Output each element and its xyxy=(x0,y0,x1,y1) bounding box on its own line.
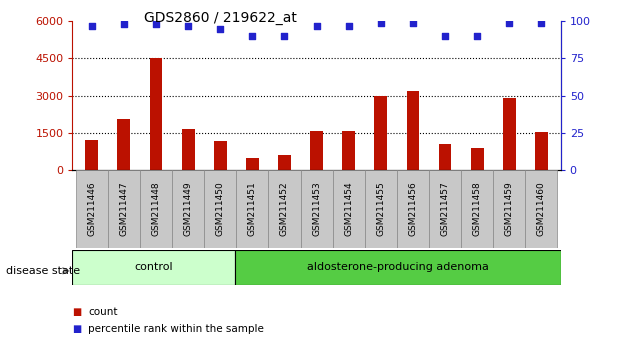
Text: count: count xyxy=(88,307,118,316)
Bar xyxy=(438,144,452,170)
Bar xyxy=(76,170,108,248)
Point xyxy=(280,33,290,39)
Text: GSM211449: GSM211449 xyxy=(183,182,193,236)
Bar xyxy=(397,170,429,248)
Text: GSM211447: GSM211447 xyxy=(119,182,129,236)
Text: percentile rank within the sample: percentile rank within the sample xyxy=(88,324,264,334)
Bar xyxy=(503,98,516,170)
Bar xyxy=(214,141,227,170)
Bar xyxy=(268,170,301,248)
Point xyxy=(504,20,514,25)
Bar xyxy=(333,170,365,248)
Text: GSM211451: GSM211451 xyxy=(248,182,257,236)
Text: ■: ■ xyxy=(72,324,82,334)
Text: GSM211457: GSM211457 xyxy=(440,182,450,236)
Bar xyxy=(365,170,397,248)
Text: GSM211460: GSM211460 xyxy=(537,182,546,236)
Bar xyxy=(301,170,333,248)
Bar xyxy=(535,131,548,170)
Bar xyxy=(342,131,355,170)
Bar xyxy=(204,170,236,248)
Bar xyxy=(471,148,484,170)
Bar xyxy=(117,119,130,170)
Bar xyxy=(461,170,493,248)
Point xyxy=(343,23,353,29)
Bar xyxy=(246,158,259,170)
Point xyxy=(119,21,129,27)
Text: GSM211459: GSM211459 xyxy=(505,182,514,236)
Bar xyxy=(493,170,525,248)
Point xyxy=(440,33,450,39)
Point xyxy=(183,23,193,29)
Point xyxy=(375,20,386,25)
Bar xyxy=(429,170,461,248)
Point xyxy=(536,20,546,25)
Text: disease state: disease state xyxy=(6,266,81,276)
Text: GSM211455: GSM211455 xyxy=(376,182,386,236)
Bar xyxy=(181,129,195,170)
Bar xyxy=(172,170,204,248)
Text: aldosterone-producing adenoma: aldosterone-producing adenoma xyxy=(307,262,489,272)
Bar xyxy=(72,250,235,285)
Point xyxy=(215,26,226,32)
Bar xyxy=(236,170,268,248)
Text: control: control xyxy=(135,262,173,272)
Bar xyxy=(235,250,561,285)
Bar xyxy=(140,170,172,248)
Text: GSM211446: GSM211446 xyxy=(87,182,96,236)
Text: GSM211450: GSM211450 xyxy=(215,182,225,236)
Bar xyxy=(406,91,420,170)
Bar xyxy=(374,96,387,170)
Text: GSM211452: GSM211452 xyxy=(280,182,289,236)
Bar xyxy=(525,170,558,248)
Point xyxy=(151,21,161,27)
Point xyxy=(87,23,97,29)
Bar xyxy=(278,155,291,170)
Text: GSM211453: GSM211453 xyxy=(312,182,321,236)
Text: GDS2860 / 219622_at: GDS2860 / 219622_at xyxy=(144,11,297,25)
Text: GSM211454: GSM211454 xyxy=(344,182,353,236)
Bar xyxy=(85,140,98,170)
Bar xyxy=(149,58,163,170)
Point xyxy=(472,33,482,39)
Bar xyxy=(310,131,323,170)
Point xyxy=(248,33,258,39)
Point xyxy=(408,20,418,25)
Text: GSM211448: GSM211448 xyxy=(151,182,161,236)
Point xyxy=(312,23,322,29)
Bar xyxy=(108,170,140,248)
Text: GSM211458: GSM211458 xyxy=(472,182,482,236)
Text: GSM211456: GSM211456 xyxy=(408,182,418,236)
Text: ■: ■ xyxy=(72,307,82,316)
